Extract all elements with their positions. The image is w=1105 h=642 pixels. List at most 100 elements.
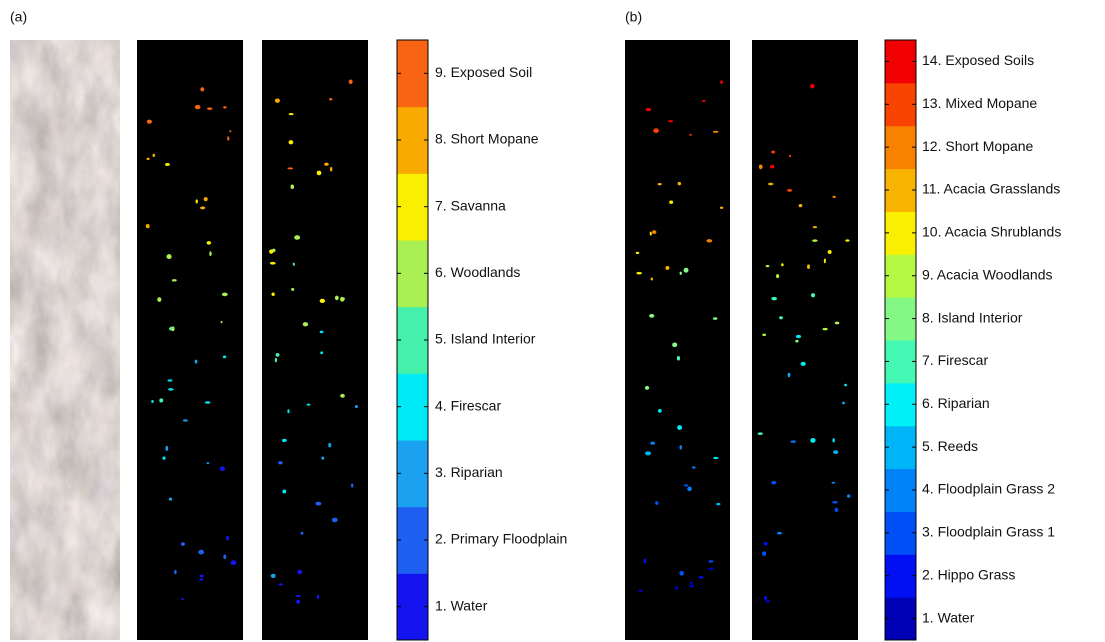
map-patch xyxy=(832,196,835,198)
map-patch xyxy=(813,226,817,228)
map-patch xyxy=(812,239,817,242)
map-patch xyxy=(680,272,682,275)
map-patch xyxy=(317,171,322,176)
map-patch xyxy=(166,254,171,259)
map-patch xyxy=(168,388,174,391)
map-patch xyxy=(675,586,678,590)
colorbar-segment xyxy=(885,169,916,212)
map-patch xyxy=(165,163,170,166)
map-patch xyxy=(709,560,714,562)
map-patch xyxy=(835,508,839,512)
map-patch xyxy=(636,272,642,275)
map-patch xyxy=(655,501,658,505)
map-patch xyxy=(713,131,719,133)
map-patch xyxy=(307,404,311,406)
map-patch xyxy=(810,438,815,443)
map-patch xyxy=(227,136,229,140)
map-patch xyxy=(832,482,836,484)
map-patch xyxy=(297,570,302,574)
figure: (a) (b) 1. Water2. Primary Floodplain3. … xyxy=(0,0,1105,642)
map-patch xyxy=(296,600,300,604)
map-patch xyxy=(713,317,718,320)
map-patch xyxy=(223,355,226,358)
map-patch xyxy=(147,158,150,161)
map-patch xyxy=(692,466,696,468)
colorbar-segment xyxy=(397,573,428,640)
colorbar-segment xyxy=(885,340,916,383)
map-patch xyxy=(687,487,692,492)
map-patch xyxy=(762,334,766,336)
map-patch xyxy=(183,419,188,421)
colorbar-segment xyxy=(885,469,916,512)
map-patch xyxy=(226,536,229,541)
map-patch xyxy=(223,106,226,108)
class-label: 13. Mixed Mopane xyxy=(922,95,1037,111)
map-patch xyxy=(684,268,689,273)
map-patch xyxy=(720,80,723,84)
map-patch xyxy=(777,532,782,535)
map-patch xyxy=(195,105,201,109)
map-patch xyxy=(639,589,643,592)
map-patch xyxy=(764,596,767,600)
map-patch xyxy=(651,278,653,281)
map-patch xyxy=(230,560,236,565)
map-patch xyxy=(293,263,295,266)
map-patch xyxy=(759,164,763,169)
map-patch xyxy=(762,551,766,556)
map-patch xyxy=(702,100,705,102)
map-patch xyxy=(771,481,776,484)
map-patch xyxy=(282,489,286,493)
map-patch xyxy=(845,239,849,241)
map-patch xyxy=(811,293,815,297)
map-patch xyxy=(291,288,294,291)
colorbar-segment xyxy=(397,307,428,374)
map-patch xyxy=(665,266,669,270)
map-patch xyxy=(720,207,723,209)
map-patch xyxy=(320,299,325,303)
colorbar-segment xyxy=(397,440,428,507)
map-patch xyxy=(771,151,775,154)
map-patch xyxy=(340,297,344,302)
class-label: 14. Exposed Soils xyxy=(922,52,1034,68)
map-patch xyxy=(172,279,177,281)
map-patch xyxy=(196,199,198,203)
map-patch xyxy=(329,98,332,101)
map-patch xyxy=(708,567,714,570)
map-patch xyxy=(229,130,231,132)
map-patch xyxy=(679,445,682,450)
class-label: 2. Hippo Grass xyxy=(922,566,1015,582)
map-patch xyxy=(340,394,345,398)
map-patch xyxy=(668,120,673,122)
colorbar-segment xyxy=(885,554,916,597)
map-patch xyxy=(847,494,850,497)
map-patch xyxy=(646,108,652,111)
map-patch xyxy=(147,120,152,124)
map-patch xyxy=(835,322,840,325)
class-label: 7. Firescar xyxy=(922,352,988,368)
colorbar-segment xyxy=(885,511,916,554)
map-patch xyxy=(636,252,640,254)
class-label: 1. Water xyxy=(435,597,488,613)
map-patch xyxy=(351,484,353,488)
map-patch xyxy=(645,386,649,390)
map-patch xyxy=(169,498,172,501)
colorbar-segment xyxy=(397,107,428,174)
map-patch xyxy=(669,201,673,204)
map-patch xyxy=(650,442,655,445)
map-patch xyxy=(684,484,688,486)
map-patch xyxy=(204,197,208,201)
classification-map xyxy=(752,40,858,640)
map-patch xyxy=(823,328,828,330)
map-patch xyxy=(223,555,226,560)
map-patch xyxy=(698,576,704,578)
map-patch xyxy=(205,401,211,404)
map-patch xyxy=(320,331,324,334)
map-patch xyxy=(658,183,662,185)
class-label: 12. Short Mopane xyxy=(922,138,1034,154)
class-label: 8. Island Interior xyxy=(922,309,1023,325)
map-patch xyxy=(652,230,656,234)
map-patch xyxy=(787,189,792,192)
map-patch xyxy=(271,293,274,296)
class-label: 8. Short Mopane xyxy=(435,131,539,147)
map-patch xyxy=(355,405,358,408)
